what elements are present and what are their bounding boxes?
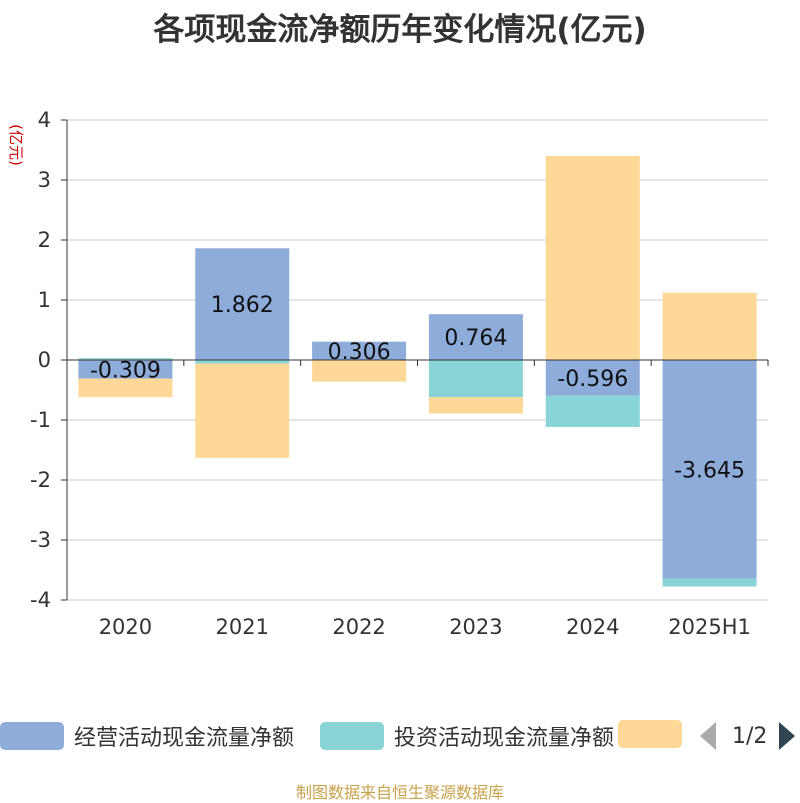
legend-prev-icon[interactable] bbox=[700, 722, 716, 750]
y-tick-label: -2 bbox=[30, 468, 51, 492]
legend-swatch-third bbox=[618, 720, 682, 748]
legend-item-operating[interactable]: 经营活动现金流量净额 bbox=[0, 720, 294, 752]
bar-operating bbox=[312, 341, 407, 360]
legend: 经营活动现金流量净额 投资活动现金流量净额 1/2 bbox=[0, 716, 800, 756]
y-axis-label: (亿元) bbox=[7, 124, 25, 166]
bar-operating bbox=[428, 314, 523, 360]
data-label: 0.764 bbox=[444, 326, 507, 351]
y-tick-label: 1 bbox=[38, 288, 51, 312]
legend-label-investing: 投资活动现金流量净额 bbox=[394, 726, 615, 751]
data-label: -0.309 bbox=[90, 358, 161, 383]
bar-investing bbox=[545, 395, 640, 427]
bar-investing bbox=[78, 358, 173, 360]
x-tick-label: 2020 bbox=[99, 615, 152, 639]
bar-operating bbox=[662, 360, 757, 579]
bar-operating bbox=[195, 248, 290, 360]
chart-title: 各项现金流净额历年变化情况(亿元) bbox=[153, 12, 647, 48]
legend-item-third[interactable] bbox=[618, 720, 692, 748]
bar-investing bbox=[195, 360, 290, 364]
y-tick-label: -1 bbox=[30, 408, 51, 432]
bar-investing bbox=[662, 578, 757, 587]
data-label: -0.596 bbox=[557, 367, 628, 392]
bar-third bbox=[428, 397, 523, 414]
legend-next-icon[interactable] bbox=[779, 722, 796, 750]
legend-item-investing[interactable]: 投资活动现金流量净额 bbox=[320, 720, 614, 752]
bar-third bbox=[312, 360, 407, 382]
data-label: -3.645 bbox=[674, 458, 745, 483]
y-tick-label: -3 bbox=[30, 528, 51, 552]
legend-swatch-investing bbox=[320, 722, 384, 750]
x-tick-label: 2022 bbox=[332, 615, 385, 639]
bar-operating bbox=[545, 360, 640, 396]
y-tick-label: -4 bbox=[30, 588, 51, 612]
y-tick-label: 2 bbox=[38, 228, 51, 252]
bar-third bbox=[78, 378, 173, 398]
y-tick-label: 4 bbox=[38, 108, 51, 132]
legend-pager: 1/2 bbox=[700, 716, 796, 756]
bar-investing bbox=[428, 360, 523, 398]
y-tick-label: 3 bbox=[38, 168, 51, 192]
y-tick-label: 0 bbox=[38, 348, 51, 372]
x-tick-label: 2021 bbox=[216, 615, 269, 639]
legend-swatch-operating bbox=[0, 722, 64, 750]
bar-operating bbox=[78, 360, 173, 379]
x-tick-label: 2025H1 bbox=[668, 615, 751, 639]
legend-page-number: 1/2 bbox=[732, 723, 768, 749]
source-note: 制图数据来自恒生聚源数据库 bbox=[295, 783, 504, 802]
legend-label-operating: 经营活动现金流量净额 bbox=[74, 726, 295, 751]
data-label: 0.306 bbox=[328, 340, 391, 365]
bar-third bbox=[195, 363, 290, 458]
data-label: 1.862 bbox=[211, 293, 274, 318]
x-tick-label: 2024 bbox=[566, 615, 619, 639]
bar-third bbox=[662, 292, 757, 360]
bar-third bbox=[545, 156, 640, 360]
x-tick-label: 2023 bbox=[449, 615, 502, 639]
